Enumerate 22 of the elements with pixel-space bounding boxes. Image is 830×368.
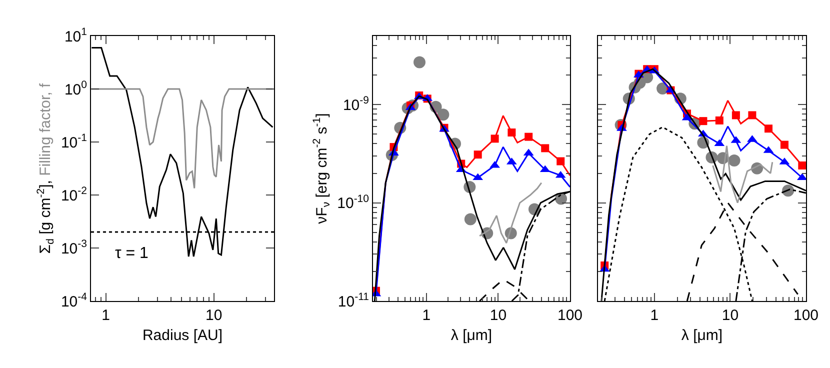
x-tick-label: 10 bbox=[206, 307, 222, 324]
x-tick-label: 100 bbox=[557, 307, 583, 324]
y-tick-label: 10$^{-3}$ bbox=[60, 238, 88, 258]
y-tick-label: 10$^{-1}$ bbox=[60, 132, 88, 152]
x-tick-label: 10 bbox=[722, 307, 739, 324]
y-tick-label: 10$^{-2}$ bbox=[60, 184, 88, 204]
y-tick-label: 10$^{-4}$ bbox=[60, 290, 88, 310]
x-axis-title: Radius [AU] bbox=[142, 327, 223, 344]
x-axis-title: λ [μm] bbox=[450, 327, 492, 344]
x-tick-label: 10 bbox=[490, 307, 507, 324]
x-tick-label: 1 bbox=[650, 307, 659, 324]
x-tick-label: 100 bbox=[793, 307, 819, 324]
annotation: τ = 1 bbox=[115, 245, 149, 262]
y-tick-label: 10$^{1}$ bbox=[64, 26, 88, 46]
x-axis-title: λ [μm] bbox=[681, 327, 723, 344]
y-tick-label: 10$^{-10}$ bbox=[337, 192, 370, 212]
x-tick-label: 1 bbox=[422, 307, 431, 324]
y-tick-label: 10$^{-9}$ bbox=[342, 94, 370, 114]
x-tick-label: 1 bbox=[102, 307, 110, 324]
text: Filling factor, f bbox=[37, 82, 54, 176]
y-tick-label: 10$^{-11}$ bbox=[338, 290, 370, 310]
y-tick-label: 10$^{0}$ bbox=[64, 78, 88, 98]
